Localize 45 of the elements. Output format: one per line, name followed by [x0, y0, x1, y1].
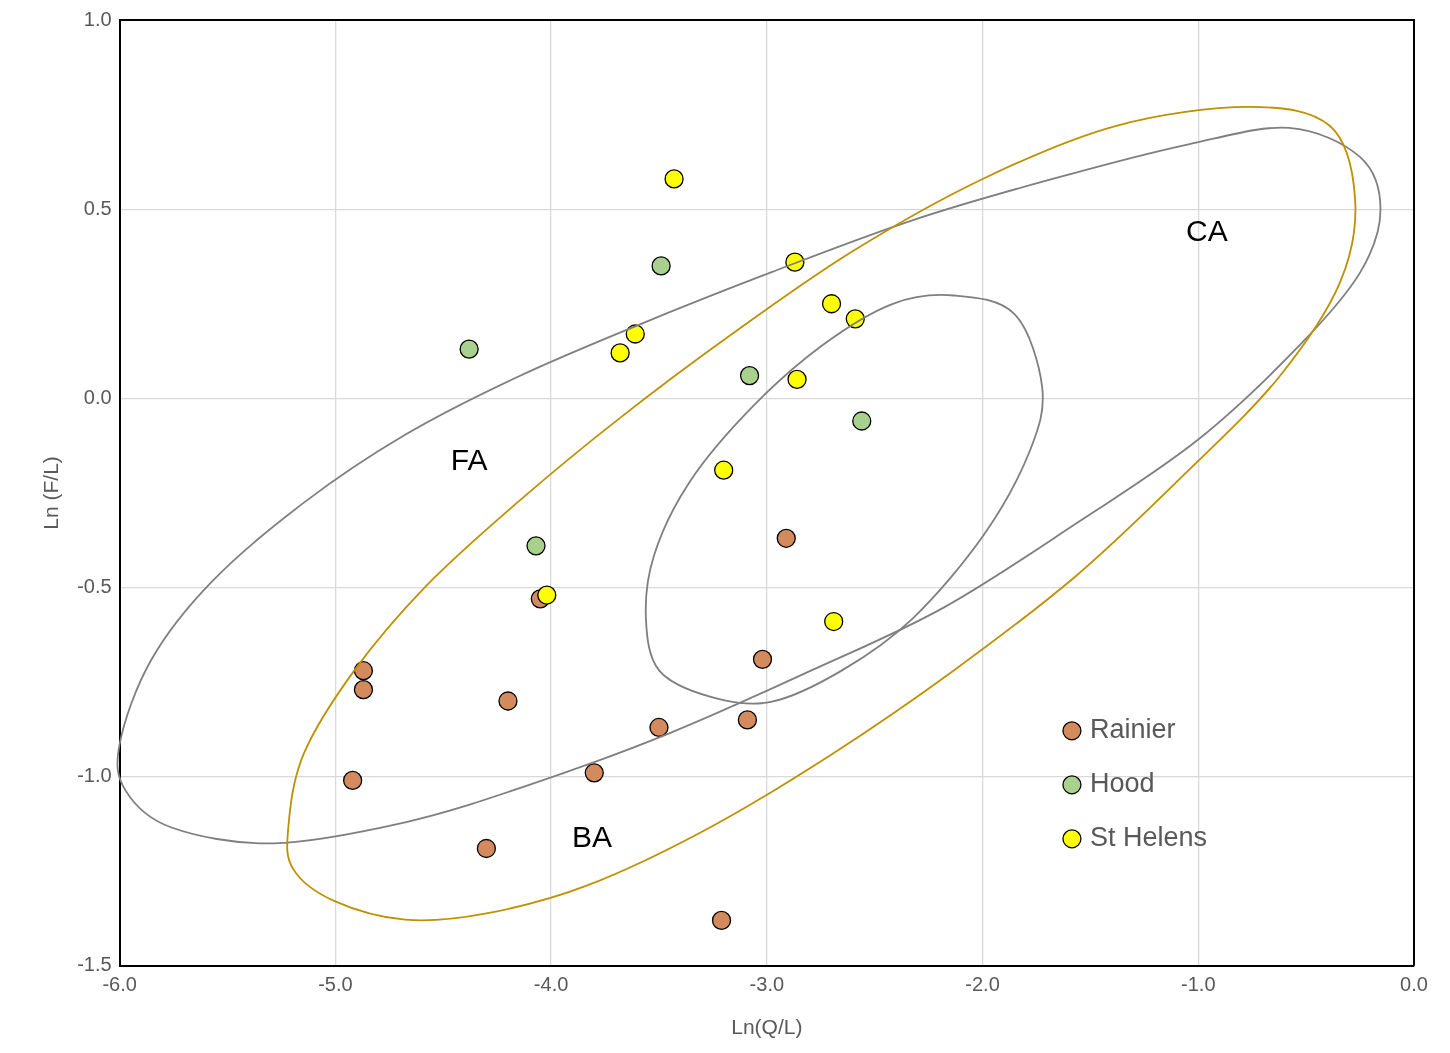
point: [584, 763, 604, 783]
point: [739, 365, 760, 386]
x-tick-label: -3.0: [749, 973, 785, 996]
annotation: FA: [450, 442, 488, 476]
legend-label: Rainier: [1089, 714, 1176, 745]
x-tick-label: 0.0: [1400, 973, 1428, 996]
x-tick-label: -1.0: [1181, 973, 1216, 996]
y-tick-label: 0.0: [83, 385, 112, 408]
point: [714, 460, 734, 480]
point: [526, 536, 546, 556]
point: [651, 256, 671, 276]
point: [625, 324, 645, 344]
x-tick-label: -6.0: [102, 973, 137, 996]
y-tick-label: 0.5: [83, 196, 112, 219]
point: [852, 411, 872, 431]
point: [776, 528, 796, 548]
point: [824, 611, 844, 632]
y-tick-label: -0.5: [77, 575, 112, 597]
point: [737, 710, 758, 730]
point: [476, 838, 497, 859]
x-tick-label: -4.0: [533, 973, 569, 996]
annotation: CA: [1186, 214, 1228, 248]
point: [787, 369, 807, 390]
point: [664, 169, 684, 189]
point: [821, 294, 842, 314]
legend-label: Hood: [1089, 768, 1155, 799]
point: [537, 585, 557, 605]
point: [459, 339, 479, 359]
point: [498, 691, 518, 711]
annotation: BA: [572, 820, 613, 854]
x-tick-label: -2.0: [965, 973, 1000, 996]
point: [342, 770, 363, 791]
point: [752, 649, 773, 670]
point: [711, 910, 732, 931]
y-axis-title: Ln (F/L): [39, 456, 63, 530]
legend-label: St Helens: [1089, 822, 1208, 853]
point: [353, 661, 374, 681]
x-tick-label: -5.0: [318, 973, 353, 996]
point: [649, 717, 669, 738]
x-axis-title: Ln(Q/L): [731, 1015, 803, 1039]
point: [610, 343, 630, 363]
y-tick-label: -1.5: [77, 953, 112, 976]
point: [353, 679, 374, 700]
y-tick-label: 1.0: [83, 7, 112, 30]
y-tick-label: -1.0: [77, 764, 112, 787]
